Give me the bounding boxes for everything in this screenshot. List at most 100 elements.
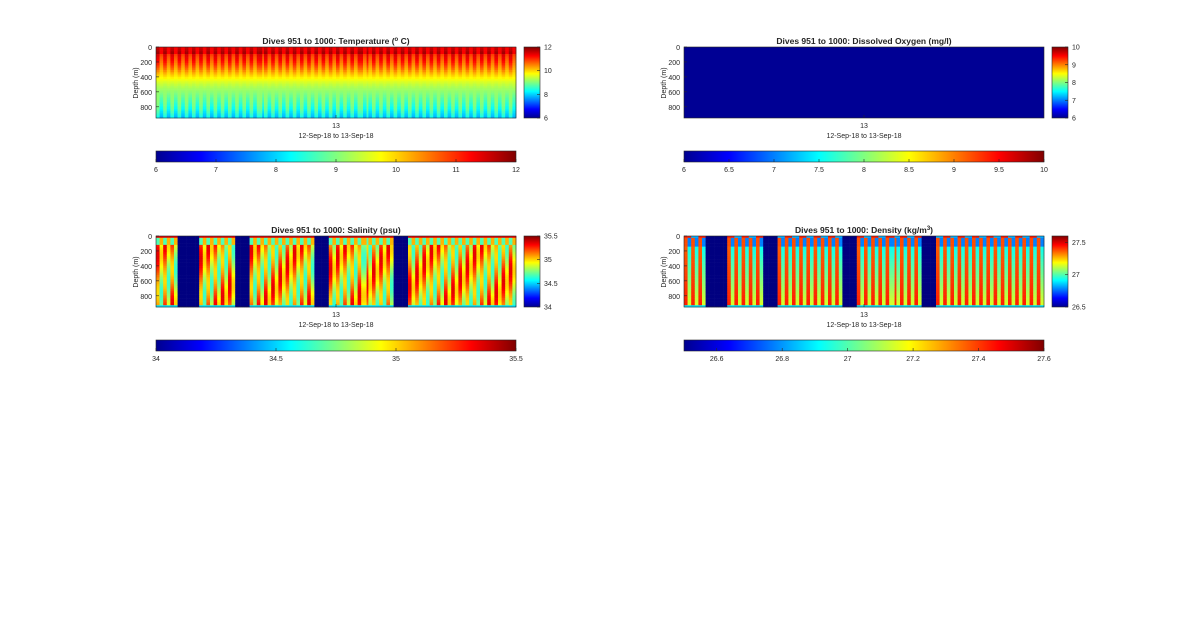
heatmap-cell: [242, 68, 244, 70]
heatmap-cell: [156, 52, 158, 54]
heatmap-cell: [266, 54, 268, 56]
heatmap-cell: [181, 106, 183, 108]
heatmap-cell: [210, 54, 212, 56]
heatmap-cell: [170, 93, 172, 95]
heatmap-cell: [298, 100, 300, 102]
heatmap-cell: [158, 56, 160, 58]
heatmap-cell: [212, 107, 214, 109]
heatmap-cell: [242, 97, 244, 99]
heatmap-cell: [376, 91, 378, 93]
heatmap-cell: [340, 74, 342, 76]
heatmap-cell: [377, 86, 379, 88]
heatmap-cell: [325, 83, 327, 85]
heatmap-cell: [374, 102, 376, 104]
heatmap-cell: [370, 93, 372, 95]
heatmap-cell: [160, 77, 162, 79]
heatmap-cell: [309, 83, 311, 85]
heatmap-cell: [307, 51, 309, 53]
heatmap-cell: [253, 54, 255, 56]
heatmap-cell: [194, 106, 196, 108]
heatmap-cell: [221, 88, 223, 90]
heatmap-cell: [363, 97, 365, 99]
heatmap-cell: [217, 72, 219, 74]
heatmap-cell: [239, 56, 241, 58]
heatmap-cell: [242, 81, 244, 83]
heatmap-cell: [329, 68, 331, 70]
heatmap-cell: [356, 97, 358, 99]
heatmap-cell: [322, 97, 324, 99]
heatmap-cell: [334, 47, 336, 49]
heatmap-cell: [300, 111, 302, 113]
heatmap-cell: [156, 100, 158, 102]
heatmap-cell: [158, 88, 160, 90]
heatmap-cell: [226, 95, 228, 97]
heatmap-cell: [361, 70, 363, 72]
heatmap-cell: [187, 95, 189, 97]
heatmap-cell: [293, 52, 295, 54]
heatmap-cell: [237, 83, 239, 85]
heatmap-cell: [259, 109, 261, 111]
heatmap-cell: [212, 90, 214, 92]
heatmap-cell: [241, 93, 243, 95]
heatmap-cell: [309, 91, 311, 93]
heatmap-cell: [363, 81, 365, 83]
heatmap-cell: [178, 52, 180, 54]
heatmap-cell: [363, 98, 365, 100]
heatmap-cell: [340, 79, 342, 81]
heatmap-cell: [188, 68, 190, 70]
heatmap-cell: [314, 100, 316, 102]
heatmap-cell: [226, 81, 228, 83]
heatmap-cell: [206, 102, 208, 104]
heatmap-cell: [313, 97, 315, 99]
heatmap-cell: [201, 109, 203, 111]
heatmap-cell: [356, 91, 358, 93]
heatmap-cell: [179, 98, 181, 100]
heatmap-cell: [379, 83, 381, 85]
heatmap-cell: [314, 106, 316, 108]
heatmap-cell: [327, 70, 329, 72]
heatmap-cell: [244, 97, 246, 99]
heatmap-cell: [242, 109, 244, 111]
heatmap-cell: [250, 97, 252, 99]
heatmap-cell: [314, 68, 316, 70]
heatmap-cell: [311, 77, 313, 79]
heatmap-cell: [376, 52, 378, 54]
heatmap-cell: [176, 67, 178, 69]
heatmap-cell: [300, 107, 302, 109]
heatmap-cell: [275, 90, 277, 92]
heatmap-cell: [212, 91, 214, 93]
heatmap-cell: [250, 111, 252, 113]
heatmap-cell: [305, 107, 307, 109]
heatmap-cell: [233, 98, 235, 100]
heatmap-cell: [334, 93, 336, 95]
heatmap-cell: [345, 75, 347, 77]
heatmap-cell: [332, 106, 334, 108]
heatmap-cell: [338, 97, 340, 99]
heatmap-cell: [352, 104, 354, 106]
heatmap-cell: [241, 51, 243, 53]
heatmap-cell: [199, 59, 201, 61]
heatmap-cell: [196, 58, 198, 60]
heatmap-cell: [305, 77, 307, 79]
heatmap-cell: [295, 81, 297, 83]
heatmap-cell: [215, 97, 217, 99]
heatmap-cell: [331, 84, 333, 86]
heatmap-cell: [205, 102, 207, 104]
heatmap-cell: [327, 58, 329, 60]
heatmap-cell: [197, 68, 199, 70]
heatmap-cell: [226, 79, 228, 81]
heatmap-cell: [282, 70, 284, 72]
heatmap-cell: [174, 58, 176, 60]
heatmap-cell: [192, 52, 194, 54]
heatmap-cell: [363, 100, 365, 102]
heatmap-cell: [309, 93, 311, 95]
heatmap-cell: [210, 104, 212, 106]
heatmap-cell: [368, 100, 370, 102]
heatmap-cell: [201, 70, 203, 72]
heatmap-cell: [264, 114, 266, 116]
heatmap-cell: [320, 59, 322, 61]
heatmap-cell: [367, 111, 369, 113]
heatmap-cell: [255, 90, 257, 92]
heatmap-cell: [235, 104, 237, 106]
heatmap-cell: [347, 51, 349, 53]
